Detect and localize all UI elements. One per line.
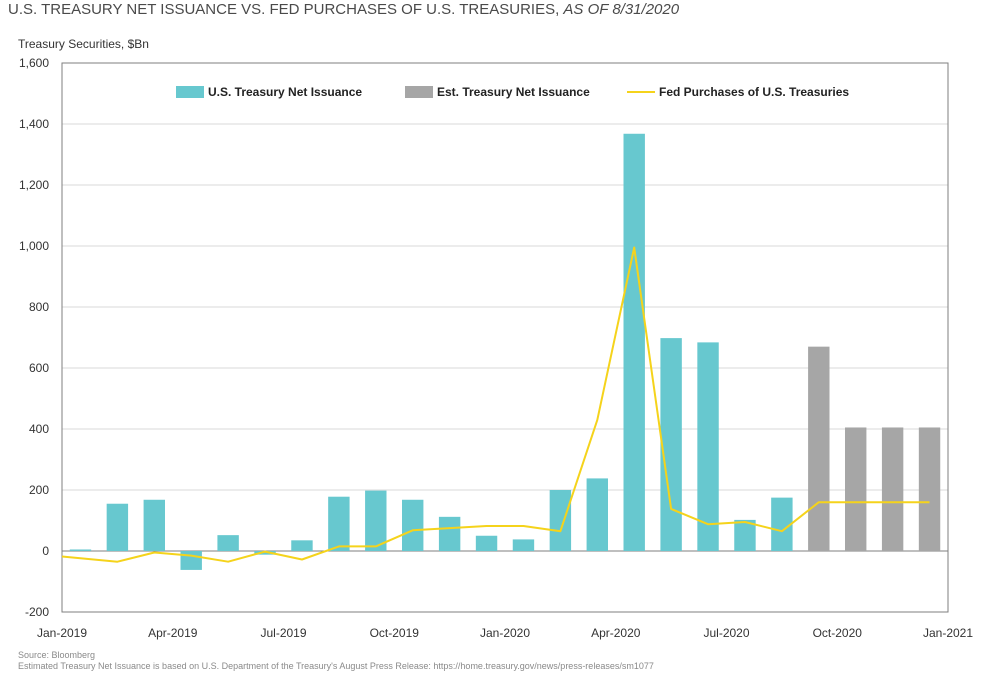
- issuance-bar: [328, 496, 350, 551]
- y-tick-label: 1,000: [19, 239, 49, 253]
- issuance-bar: [660, 338, 682, 551]
- issuance-bar: [697, 342, 719, 551]
- issuance-bar: [291, 540, 313, 551]
- issuance-bar: [365, 490, 387, 551]
- fed-purchases-line: [61, 246, 930, 563]
- issuance-bar: [771, 497, 793, 551]
- x-tick-label: Oct-2019: [370, 626, 420, 640]
- estimated-bar: [808, 346, 830, 551]
- legend-estimated-swatch: [405, 86, 433, 98]
- issuance-bar: [69, 549, 92, 551]
- legend-issuance-label: U.S. Treasury Net Issuance: [208, 85, 362, 99]
- issuance-bar: [180, 551, 202, 570]
- legend-estimated-label: Est. Treasury Net Issuance: [437, 85, 590, 99]
- x-tick-label: Apr-2020: [591, 626, 641, 640]
- y-tick-label: 1,200: [19, 178, 49, 192]
- x-tick-label: Apr-2019: [148, 626, 198, 640]
- estimated-bar: [918, 427, 941, 551]
- x-tick-label: Jul-2019: [260, 626, 306, 640]
- issuance-bar: [512, 539, 535, 551]
- chart-title-main: U.S. TREASURY NET ISSUANCE VS. FED PURCH…: [8, 1, 560, 18]
- y-tick-label: 200: [29, 483, 49, 497]
- y-tick-label: 1,600: [19, 56, 49, 70]
- y-tick-label: -200: [25, 605, 49, 619]
- issuance-bar: [623, 133, 645, 551]
- legend-fed-label: Fed Purchases of U.S. Treasuries: [659, 85, 849, 99]
- issuance-bar: [402, 499, 424, 551]
- x-tick-label: Jan-2020: [480, 626, 530, 640]
- y-tick-label: 0: [42, 544, 49, 558]
- issuance-bar: [734, 519, 756, 551]
- chart-title-date: AS OF 8/31/2020: [563, 1, 680, 18]
- estimate-note: Estimated Treasury Net Issuance is based…: [18, 661, 654, 671]
- issuance-bar: [143, 499, 165, 551]
- y-tick-label: 1,400: [19, 117, 49, 131]
- chart-footer: Source: Bloomberg Estimated Treasury Net…: [18, 650, 654, 672]
- issuance-bar: [438, 516, 461, 551]
- plot-border: [61, 62, 949, 613]
- source-note: Source: Bloomberg: [18, 650, 96, 660]
- x-tick-label: Jul-2020: [703, 626, 749, 640]
- y-axis-label: Treasury Securities, $Bn: [18, 37, 149, 51]
- estimated-bar: [881, 427, 904, 551]
- issuance-bar: [475, 535, 498, 551]
- x-tick-label: Oct-2020: [813, 626, 863, 640]
- issuance-bar: [217, 535, 239, 551]
- estimated-bar: [845, 427, 867, 551]
- issuance-bar: [254, 551, 276, 555]
- issuance-bar: [549, 490, 572, 551]
- issuance-bar: [106, 503, 129, 551]
- x-tick-label: Jan-2019: [37, 626, 87, 640]
- issuance-bar: [586, 478, 608, 551]
- y-tick-label: 800: [29, 300, 49, 314]
- legend-issuance-swatch: [176, 86, 204, 98]
- y-tick-label: 600: [29, 361, 49, 375]
- chart-title: U.S. TREASURY NET ISSUANCE VS. FED PURCH…: [8, 1, 679, 18]
- x-tick-label: Jan-2021: [923, 626, 973, 640]
- y-tick-label: 400: [29, 422, 49, 436]
